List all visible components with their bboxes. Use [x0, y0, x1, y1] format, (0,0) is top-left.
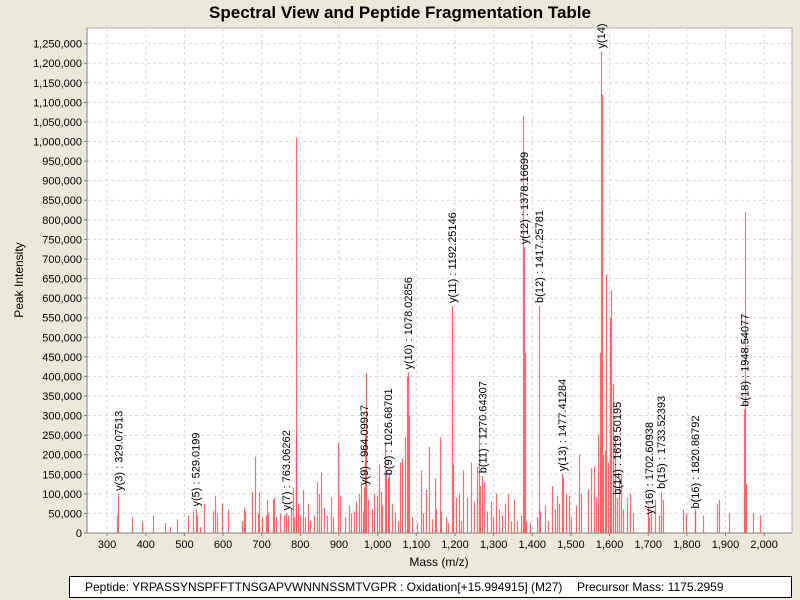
peak-annotation: b(18) : 1948.54077: [739, 314, 751, 407]
y-tick-label: 1,200,000: [33, 58, 82, 70]
y-tick-label: 950,000: [42, 156, 82, 168]
x-tick-label: 2,000: [750, 539, 778, 551]
peak-annotation: y(13) : 1477.41284: [557, 379, 569, 471]
peak-annotation: y(7) : 763.06262: [281, 430, 293, 510]
x-tick-label: 1,600: [596, 539, 624, 551]
x-axis-label: Mass (m/z): [409, 555, 468, 569]
y-tick-label: 150,000: [42, 469, 82, 481]
x-tick-label: 1,000: [364, 539, 392, 551]
y-tick-label: 450,000: [42, 352, 82, 364]
y-tick-label: 550,000: [42, 313, 82, 325]
y-tick-label: 650,000: [42, 274, 82, 286]
y-tick-label: 800,000: [42, 215, 82, 227]
x-tick-label: 900: [330, 539, 348, 551]
peptide-info: Peptide: YRPASSYNSPFFTTNSGAPVWNNNSSMTVGP…: [85, 580, 563, 594]
y-tick-label: 500,000: [42, 332, 82, 344]
y-tick-label: 600,000: [42, 293, 82, 305]
x-tick-label: 1,200: [441, 539, 469, 551]
peak-annotation: b(12) : 1417.25781: [534, 210, 546, 303]
y-tick-label: 350,000: [42, 391, 82, 403]
peak-annotation: b(16) : 1820.86792: [690, 416, 702, 509]
x-tick-label: 1,400: [518, 539, 546, 551]
y-tick-label: 400,000: [42, 371, 82, 383]
x-tick-label: 1,100: [403, 539, 431, 551]
peak-annotation: b(14) : 1619.50195: [612, 402, 624, 495]
y-tick-label: 750,000: [42, 234, 82, 246]
y-tick-label: 1,250,000: [33, 39, 82, 51]
y-tick-label: 1,000,000: [33, 137, 82, 149]
peak-annotation: y(12) : 1378.16699: [519, 152, 531, 244]
x-tick-label: 1,900: [712, 539, 740, 551]
x-tick-label: 300: [98, 539, 116, 551]
y-tick-label: 900,000: [42, 176, 82, 188]
x-tick-label: 700: [253, 539, 271, 551]
peak-annotation: y(3) : 329.07513: [113, 411, 125, 491]
x-tick-label: 800: [291, 539, 309, 551]
x-tick-label: 1,700: [634, 539, 662, 551]
y-tick-label: 250,000: [42, 430, 82, 442]
x-tick-label: 500: [175, 539, 193, 551]
y-axis-label: Peak Intensity: [12, 242, 26, 317]
peak-annotation: y(11) : 1192.25146: [447, 212, 459, 303]
annotations: y(3) : 329.07513 y(5) : 529.0199 y(7) : 76…: [113, 23, 751, 514]
x-tick-label: 1,800: [673, 539, 701, 551]
y-tick-label: 100,000: [42, 489, 82, 501]
y-tick-label: 1,100,000: [33, 97, 82, 109]
plot-area: [86, 27, 793, 534]
x-tick-label: 400: [137, 539, 155, 551]
legend-box: Peptide: YRPASSYNSPFFTTNSGAPVWNNNSSMTVGP…: [69, 576, 792, 598]
peak-annotation: y(10) : 1078.02856: [403, 277, 415, 369]
y-tick-label: 0: [76, 528, 82, 540]
peak-annotation: b(15) : 1733.52393: [656, 396, 668, 489]
peak-annotation: y(5) : 529.0199: [191, 433, 203, 507]
y-tick-label: 200,000: [42, 450, 82, 462]
y-tick-label: 1,150,000: [33, 78, 82, 90]
x-tick-label: 600: [214, 539, 232, 551]
y-tick-label: 1,050,000: [33, 117, 82, 129]
axes: 0 50,000 100,000 150,000 200,000 250,000 300,0…: [33, 28, 792, 551]
peak-annotation: b(11) : 1270.64307: [477, 381, 489, 473]
peaks: [116, 51, 762, 533]
y-tick-label: 850,000: [42, 195, 82, 207]
x-tick-label: 1,500: [557, 539, 585, 551]
y-tick-label: 50,000: [48, 508, 82, 520]
x-tick-label: 1,300: [480, 539, 508, 551]
chart-title: Spectral View and Peptide Fragmentation …: [209, 3, 591, 22]
peak-annotation: y(16) : 1702.60938: [644, 422, 656, 514]
precursor-mass: Precursor Mass: 1175.2959: [577, 580, 724, 594]
peak-annotation: y(9) : 964.09937: [359, 405, 371, 485]
peak-annotation: b(9) : 1026.68701: [383, 388, 395, 475]
y-tick-label: 300,000: [42, 411, 82, 423]
y-tick-label: 700,000: [42, 254, 82, 266]
peak-annotation: y(14): [596, 23, 608, 48]
spectrum-chart: y(3) : 329.07513 y(5) : 529.0199 y(7) : 76…: [12, 23, 793, 569]
